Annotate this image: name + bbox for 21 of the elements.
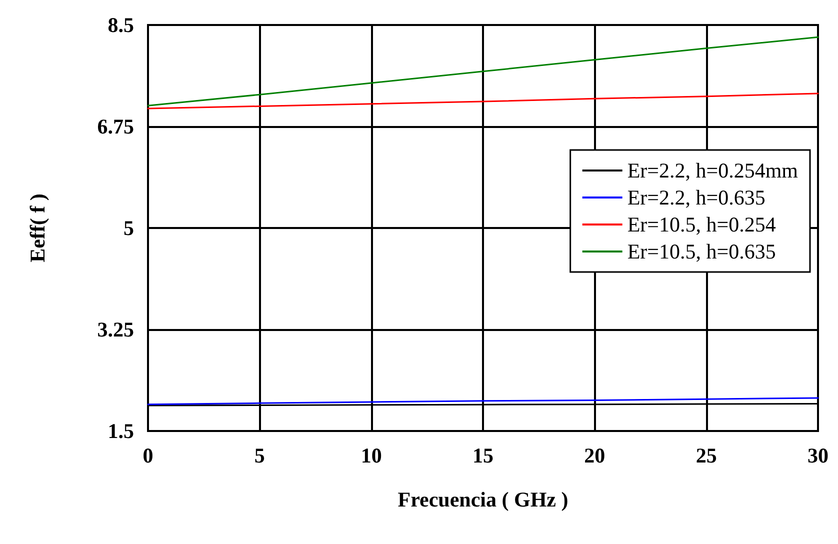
x-axis-title: Frecuencia ( GHz ) (398, 488, 568, 512)
y-axis-title: Eeff( f ) (26, 194, 50, 262)
y-tick-label: 1.5 (108, 419, 134, 443)
line-series (147, 397, 819, 406)
x-tick-label: 10 (360, 444, 382, 468)
y-tick-label: 8.5 (108, 13, 134, 37)
x-tick-label: 15 (472, 444, 494, 468)
x-tick-label: 0 (142, 444, 154, 468)
legend-label: Er=10.5, h=0.254 (627, 212, 776, 236)
x-tick-label: 25 (696, 444, 717, 468)
legend-label: Er=2.2, h=0.635 (627, 186, 766, 210)
line-series (147, 92, 819, 110)
y-tick-label: 3.25 (97, 318, 134, 342)
legend-label: Er=10.5, h=0.635 (627, 240, 776, 264)
y-tick-label: 6.75 (97, 114, 134, 138)
y-tick-label: 5 (124, 216, 134, 240)
legend-label: Er=2.2, h=0.254mm (627, 158, 798, 182)
x-tick-label: 5 (254, 444, 265, 468)
x-tick-label: 30 (808, 444, 828, 468)
x-tick-label: 20 (584, 444, 606, 468)
line-series (147, 36, 819, 106)
